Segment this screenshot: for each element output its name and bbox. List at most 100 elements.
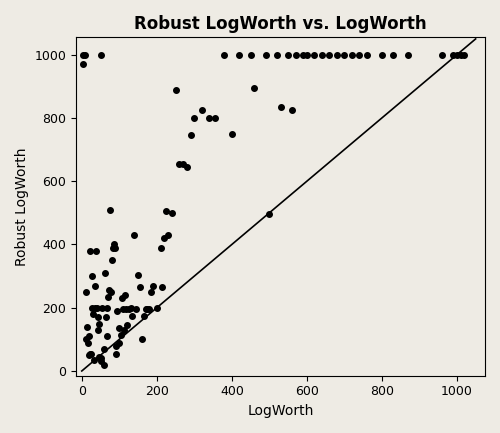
Point (176, 160, 184, 167)
Point (87, 350, 95, 357)
Point (94, 314, 102, 321)
Point (101, 269, 109, 276)
Point (147, 288, 155, 295)
Point (220, 51, 228, 58)
Point (276, 103, 284, 110)
Point (80, 61, 88, 68)
Point (96, 51, 104, 58)
Point (299, 51, 307, 58)
Point (140, 312, 147, 319)
Point (130, 232, 138, 239)
Point (86, 352, 94, 359)
Point (186, 132, 194, 139)
Point (120, 326, 128, 333)
Point (172, 86, 179, 93)
Point (86, 247, 94, 254)
Point (158, 284, 166, 291)
Point (124, 306, 132, 313)
Point (183, 164, 191, 171)
Point (460, 51, 468, 58)
Point (96, 353, 104, 360)
Point (198, 107, 206, 113)
X-axis label: LogWorth: LogWorth (248, 404, 314, 418)
Point (340, 51, 348, 58)
Point (78, 51, 86, 58)
Point (88, 304, 96, 311)
Point (303, 51, 311, 58)
Point (108, 257, 116, 264)
Point (132, 306, 140, 313)
Point (108, 244, 116, 251)
Point (236, 51, 244, 58)
Point (122, 306, 130, 313)
Point (348, 51, 356, 58)
Point (112, 350, 120, 357)
Point (128, 312, 136, 319)
Point (94, 320, 102, 327)
Point (86, 350, 94, 357)
Point (273, 51, 281, 58)
Point (266, 211, 274, 218)
Point (146, 306, 154, 313)
Title: Robust LogWorth vs. LogWorth: Robust LogWorth vs. LogWorth (134, 15, 427, 33)
Point (126, 304, 134, 311)
Point (250, 84, 258, 91)
Point (449, 51, 457, 58)
Point (81, 51, 89, 58)
Point (98, 358, 106, 365)
Point (117, 331, 125, 338)
Point (453, 51, 461, 58)
Point (104, 333, 112, 339)
Point (246, 51, 254, 58)
Point (160, 235, 168, 242)
Point (136, 284, 144, 291)
Point (179, 160, 187, 167)
Point (134, 271, 142, 278)
Point (92, 247, 100, 254)
Point (284, 51, 292, 58)
Point (114, 339, 122, 346)
Point (84, 339, 92, 346)
Point (105, 287, 113, 294)
Point (82, 288, 90, 295)
Point (100, 346, 108, 352)
Point (112, 342, 120, 349)
Point (98, 304, 106, 311)
Point (111, 244, 119, 251)
Point (318, 51, 326, 58)
Point (116, 325, 124, 332)
Point (118, 295, 126, 302)
Point (100, 361, 108, 368)
Point (144, 306, 152, 313)
Point (89, 310, 97, 317)
Point (326, 51, 334, 58)
Point (102, 314, 110, 321)
Point (211, 114, 219, 121)
Point (333, 51, 341, 58)
Point (149, 282, 157, 289)
Point (90, 304, 98, 311)
Point (121, 291, 129, 298)
Point (92, 282, 100, 289)
Point (88, 273, 96, 280)
Point (156, 244, 164, 251)
Point (206, 114, 214, 121)
Point (153, 304, 161, 311)
Point (262, 51, 270, 58)
Point (104, 293, 112, 300)
Point (114, 307, 122, 314)
Point (404, 51, 412, 58)
Point (190, 114, 198, 121)
Point (96, 355, 104, 362)
Point (288, 107, 296, 113)
Y-axis label: Robust LogWorth: Robust LogWorth (15, 147, 29, 266)
Point (110, 241, 118, 248)
Point (310, 51, 318, 58)
Point (292, 51, 300, 58)
Point (102, 304, 110, 311)
Point (123, 322, 131, 329)
Point (107, 288, 115, 295)
Point (94, 326, 102, 333)
Point (119, 306, 127, 313)
Point (82, 336, 90, 343)
